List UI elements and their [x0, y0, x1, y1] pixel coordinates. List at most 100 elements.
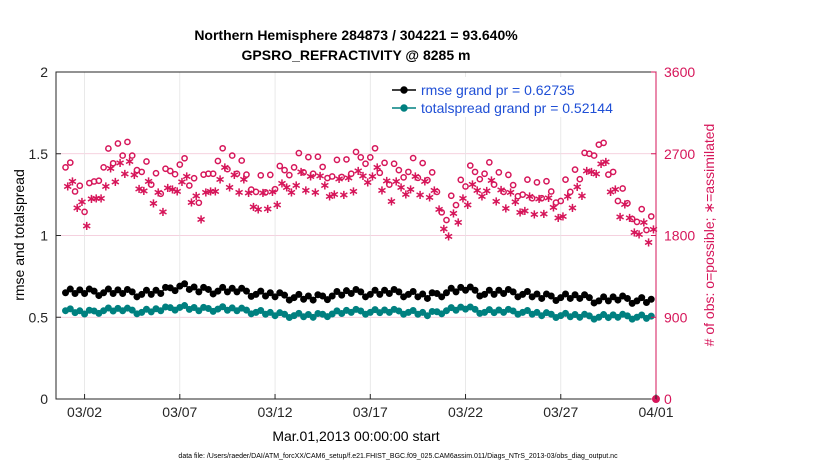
obs-assimilated-marker: ∗ [167, 182, 178, 197]
obs-possible-marker [443, 216, 450, 224]
obs-assimilated-marker: ∗ [234, 185, 245, 200]
obs-possible-marker [119, 152, 127, 159]
obs-assimilated-marker: ∗ [348, 184, 359, 199]
obs-possible-marker [447, 192, 455, 200]
obs-assimilated-marker: ∗ [272, 198, 283, 213]
obs-assimilated-marker: ∗ [286, 186, 297, 201]
obs-possible-marker [243, 171, 250, 178]
obs-possible-marker [462, 183, 469, 190]
obs-possible-marker [485, 159, 493, 166]
obs-assimilated-marker: ∗ [505, 185, 516, 200]
rmse-point [233, 288, 241, 296]
obs-possible-marker [609, 168, 617, 176]
obs-assimilated-marker: ∗ [515, 206, 526, 221]
legend: rmse grand pr = 0.62735 totalspread grand… [386, 77, 650, 117]
rmse-point [271, 293, 279, 301]
obs-assimilated-marker: ∗ [334, 172, 345, 187]
obs-assimilated-marker: ∗ [481, 184, 492, 199]
x-tick-label: 03/12 [258, 404, 293, 420]
obs-possible-marker [71, 188, 79, 195]
totalspread-point [257, 306, 265, 314]
obs-assimilated-marker: ∗ [353, 164, 364, 179]
rmse-point [114, 286, 122, 294]
obs-assimilated-marker: ∗ [153, 186, 164, 201]
obs-possible-marker [438, 208, 446, 216]
obs-possible-marker [100, 164, 107, 171]
legend-label-0: rmse grand pr = 0.62735 [421, 82, 575, 98]
obs-assimilated-marker: ∗ [562, 189, 573, 204]
obs-assimilated-marker: ∗ [177, 175, 188, 190]
obs-assimilated-marker: ∗ [600, 155, 611, 170]
rmse-point [633, 297, 641, 305]
obs-possible-marker [466, 162, 474, 169]
obs-assimilated-marker: ∗ [477, 190, 488, 205]
obs-assimilated-marker: ∗ [229, 168, 240, 183]
obs-possible-marker [643, 226, 650, 234]
rmse-point [366, 290, 374, 298]
legend-marker-0 [400, 86, 408, 94]
rmse-point [242, 287, 250, 295]
rmse-point [614, 296, 622, 304]
rmse-point [119, 290, 127, 298]
rmse-point [647, 295, 655, 303]
y-axis-label-left: rmse and totalspread [11, 169, 27, 301]
rmse-point [438, 293, 446, 301]
obs-possible-marker [281, 166, 288, 174]
rmse-point [490, 290, 498, 298]
obs-assimilated-marker: ∗ [77, 195, 88, 210]
totalspread-point [538, 312, 546, 320]
x-tick-label: 04/01 [638, 404, 673, 420]
totalspread-point [623, 312, 631, 320]
obs-assimilated-marker: ∗ [596, 157, 607, 172]
obs-possible-marker [495, 169, 503, 176]
obs-possible-marker [509, 181, 517, 189]
obs-assimilated-marker: ∗ [553, 211, 564, 226]
obs-possible-marker [357, 154, 365, 161]
rmse-point [104, 285, 112, 293]
obs-possible-marker [533, 179, 541, 186]
obs-assimilated-marker: ∗ [243, 186, 254, 201]
obs-assimilated-marker: ∗ [634, 228, 645, 243]
rmse-point [381, 286, 389, 294]
rmse-point [266, 289, 274, 297]
obs-possible-marker [471, 168, 479, 176]
totalspread-point [419, 308, 427, 316]
rmse-point [604, 297, 612, 305]
x-tick-label: 03/22 [448, 404, 483, 420]
rmse-point [395, 288, 403, 296]
obs-assimilated-marker: ∗ [396, 181, 407, 196]
obs-possible-marker [381, 159, 388, 167]
obs-assimilated-marker: ∗ [343, 171, 354, 186]
rmse-point [547, 292, 555, 300]
rmse-point [62, 289, 70, 297]
obs-possible-marker [590, 152, 598, 159]
rmse-point [585, 294, 593, 302]
obs-assimilated-marker: ∗ [205, 185, 216, 200]
rmse-point [66, 285, 74, 293]
obs-possible-marker [505, 171, 512, 179]
obs-possible-marker [419, 159, 427, 167]
obs-assimilated-marker: ∗ [629, 225, 640, 240]
obs-assimilated-marker: ∗ [319, 179, 330, 194]
obs-possible-marker [295, 149, 303, 157]
line-layer [62, 280, 655, 323]
x-tick-label: 03/07 [162, 404, 197, 420]
obs-possible-marker [347, 170, 355, 178]
obs-assimilated-marker: ∗ [367, 170, 378, 185]
obs-assimilated-marker: ∗ [639, 216, 650, 231]
obs-assimilated-marker: ∗ [262, 202, 273, 217]
obs-assimilated-marker: ∗ [148, 196, 159, 211]
rmse-point [295, 290, 303, 298]
obs-assimilated-marker: ∗ [586, 165, 597, 180]
rmse-point [195, 288, 203, 296]
obs-possible-marker [433, 188, 441, 196]
obs-possible-marker [190, 174, 198, 182]
rmse-point [442, 289, 450, 297]
rmse-point [638, 294, 646, 302]
rmse-point [90, 287, 98, 295]
x-tick-label: 03/02 [67, 404, 102, 420]
obs-possible-marker [490, 181, 498, 188]
obs-possible-marker [285, 171, 293, 179]
obs-possible-marker [647, 213, 655, 220]
obs-possible-marker [319, 163, 327, 171]
